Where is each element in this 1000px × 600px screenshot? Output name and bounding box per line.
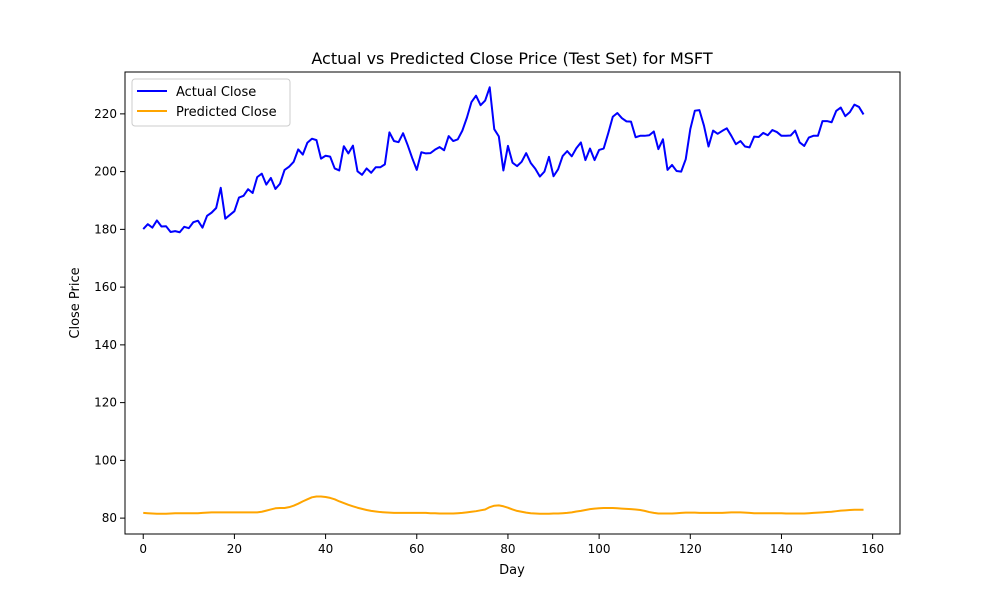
legend: Actual Close Predicted Close [131,78,291,127]
y-tick-label: 140 [94,338,117,352]
x-tick-label: 160 [861,542,884,556]
y-tick-label: 180 [94,222,117,236]
x-tick-label: 20 [227,542,242,556]
y-tick-label: 120 [94,396,117,410]
x-tick-label: 40 [318,542,333,556]
y-axis-label: Close Price [68,267,83,338]
legend-label-actual-close: Actual Close [176,85,256,100]
x-tick-label: 140 [770,542,793,556]
x-tick-label: 100 [588,542,611,556]
legend-box [131,78,291,127]
chart-title: Actual vs Predicted Close Price (Test Se… [311,49,712,68]
x-axis-label: Day [499,563,525,578]
y-tick-label: 80 [102,511,117,525]
y-tick-label: 160 [94,280,117,294]
x-tick-label: 0 [139,542,147,556]
y-tick-label: 200 [94,165,117,179]
x-tick-label: 80 [500,542,515,556]
series-line-actual-close [142,86,865,234]
x-tick-label: 120 [679,542,702,556]
x-tick-label: 60 [409,542,424,556]
legend-label-predicted-close: Predicted Close [176,105,277,120]
series-line-predicted-close [143,495,864,515]
plot-frame [124,71,901,535]
y-tick-label: 220 [94,107,117,121]
y-tick-label: 100 [94,453,117,467]
